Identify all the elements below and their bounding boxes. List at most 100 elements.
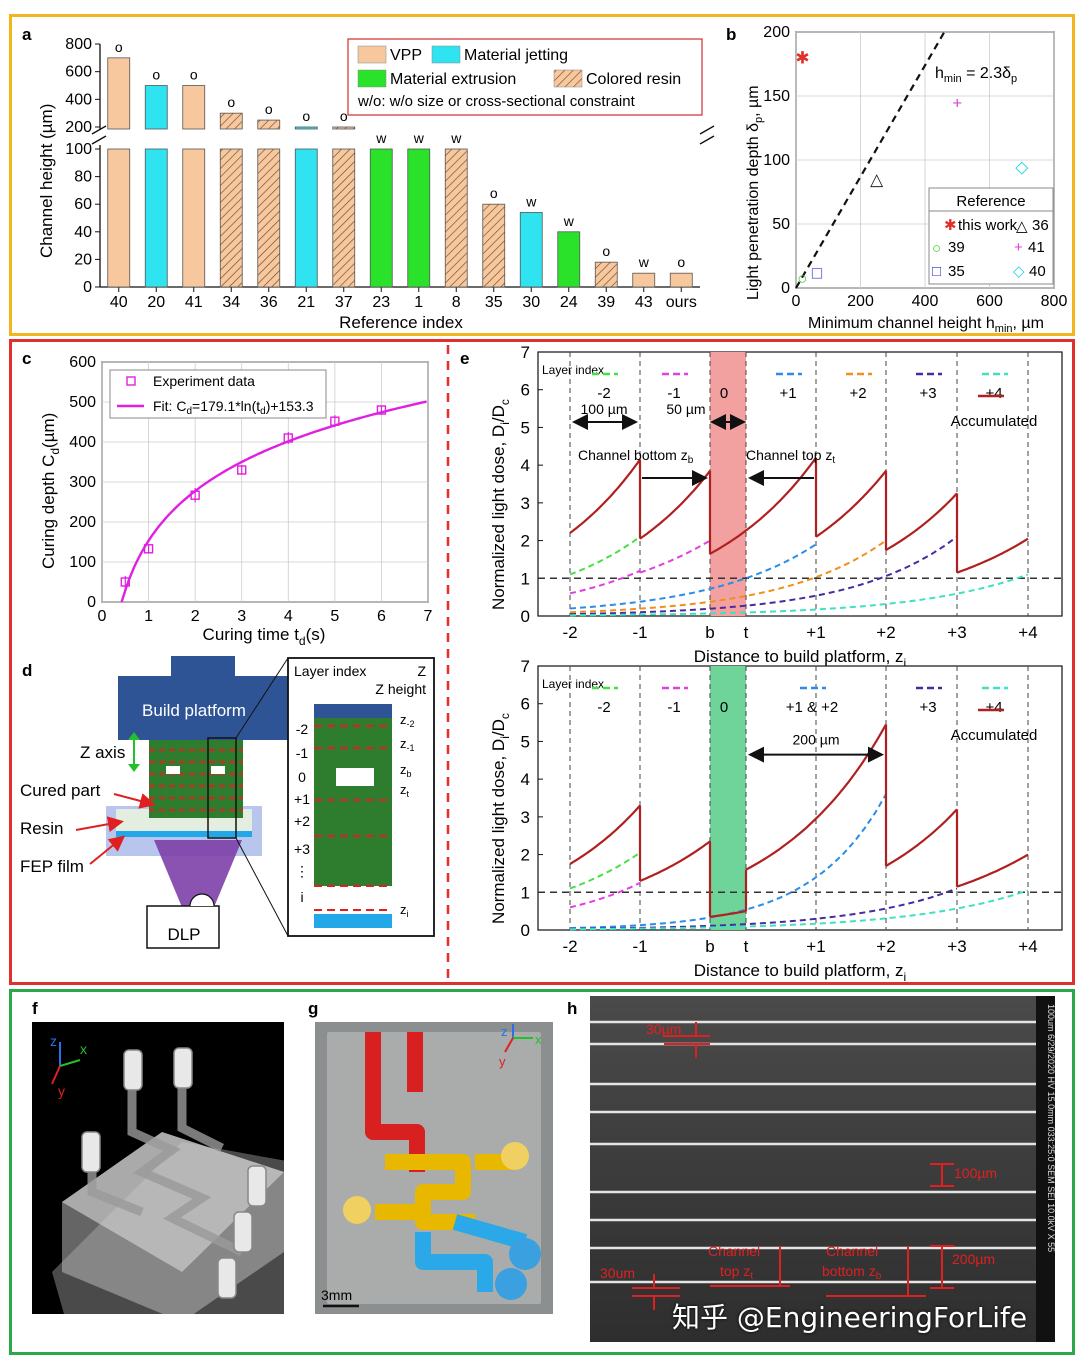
- e-x-tick: +4: [1018, 623, 1037, 642]
- c-data-point: [190, 490, 200, 500]
- legend-swatch-vpp: [357, 45, 387, 64]
- bar-mark: o: [190, 67, 198, 83]
- inset-z-height: Z: [417, 663, 426, 679]
- bar-upper: [107, 57, 131, 130]
- e-y-tick: 5: [521, 732, 530, 751]
- x-tick-label: 34: [222, 294, 240, 311]
- b-legend-title: Reference: [956, 193, 1025, 210]
- g-axis-z: z: [501, 1024, 508, 1039]
- e-annot-channel-top: Channel top zt: [746, 447, 835, 466]
- x-tick-label: 40: [110, 294, 128, 311]
- b-legend-square-icon: □: [932, 263, 941, 280]
- h-label-30um: 30µm: [646, 1021, 681, 1037]
- inset-layer-row: +2: [294, 813, 310, 829]
- e-y-tick: 3: [521, 808, 530, 827]
- h-label-200um: 200µm: [952, 1251, 995, 1267]
- b-legend-41: 41: [1028, 239, 1045, 256]
- e-x-tick: -1: [632, 937, 647, 956]
- e-x-tick: -2: [562, 623, 577, 642]
- inset-layer-row: i: [300, 889, 303, 905]
- inset-layer-row: +3: [294, 841, 310, 857]
- c-fit-curve: [120, 400, 427, 603]
- inset-layer-row: ⋮: [295, 863, 309, 879]
- separator: [446, 345, 450, 981]
- e-y-tick: 0: [521, 607, 530, 626]
- bar-upper: [219, 112, 243, 130]
- e-accumulated-curve: [709, 910, 747, 918]
- c-data-point: [237, 465, 247, 475]
- g-axis-y: y: [499, 1054, 506, 1069]
- bar-mark: o: [677, 254, 685, 270]
- x-tick-label: 21: [297, 294, 315, 311]
- e-x-axis-label: Distance to build platform, zi: [694, 647, 906, 670]
- g-axis-x: x: [535, 1032, 542, 1047]
- e-accumulated-curve: [885, 808, 958, 867]
- b-x-tick: 400: [912, 293, 939, 310]
- e-accumulated-curve: [885, 492, 958, 551]
- e-y-tick: 5: [521, 418, 530, 437]
- e-legend-layer: +3: [919, 385, 936, 402]
- b-point-circle: ○: [797, 269, 807, 288]
- b-y-tick: 50: [772, 216, 790, 233]
- c-x-tick: 4: [284, 608, 293, 625]
- bar-mark: w: [375, 130, 387, 146]
- e-x-tick: +4: [1018, 937, 1037, 956]
- bar: [519, 212, 543, 288]
- b-point-square: □: [812, 264, 822, 283]
- panel-label-d: d: [22, 661, 32, 680]
- f-axis-x: x: [80, 1041, 87, 1057]
- b-legend-diamond-icon: ◇: [1013, 263, 1025, 280]
- chart-e: e 0 1 2 3 4 5 6 7 -2 -1 b t +1 +2 +3 +4 Distance to buil…: [460, 343, 1063, 982]
- y-tick-label: 400: [65, 91, 92, 108]
- e-x-tick: +3: [947, 937, 966, 956]
- inset-z-height-word: Z height: [375, 681, 426, 697]
- e-legend-layer: 0: [720, 699, 728, 716]
- e-legend-layer: -1: [667, 699, 680, 716]
- e-x-tick: -1: [632, 623, 647, 642]
- photo-f: z x y: [32, 1022, 284, 1314]
- x-tick-label: 35: [485, 294, 503, 311]
- f-axis-y: y: [58, 1083, 65, 1099]
- b-annotation: hmin = 2.3δp: [935, 65, 1017, 85]
- e-x-tick: b: [705, 937, 714, 956]
- b-y-tick: 150: [763, 88, 790, 105]
- y-tick-label: 600: [65, 64, 92, 81]
- legend-note: w/o: w/o size or cross-sectional constra…: [357, 93, 636, 110]
- e-layer-index-label: Layer index: [542, 363, 604, 377]
- x-tick-label: 23: [372, 294, 390, 311]
- legend-swatch-jet: [431, 45, 461, 64]
- e-y-tick: 4: [521, 770, 530, 789]
- c-y-tick: 100: [69, 554, 96, 571]
- bar-mark: o: [340, 108, 348, 124]
- legend-jet: Material jetting: [464, 47, 568, 64]
- bar: [144, 148, 168, 288]
- e-legend-layer: +4: [985, 699, 1002, 716]
- panel-label-f-wrap: f: [32, 999, 38, 1018]
- cured-part: [149, 740, 243, 818]
- e-x-tick: +3: [947, 623, 966, 642]
- legend-hatch: Colored resin: [586, 71, 681, 88]
- z-axis-label: Z axis: [80, 743, 125, 762]
- bar: [369, 148, 393, 288]
- c-legend-square-icon: [126, 376, 136, 386]
- build-platform-label: Build platform: [142, 701, 246, 720]
- e-x-tick: +1: [806, 937, 825, 956]
- inset-z-row: zi: [400, 902, 409, 919]
- f-axis-z: z: [50, 1033, 57, 1049]
- y-tick-label: 800: [65, 36, 92, 53]
- e-accumulated-curve: [709, 456, 817, 555]
- b-point-plus: +: [952, 93, 962, 112]
- e-legend-layer: +2: [849, 385, 866, 402]
- x-tick-label: 24: [560, 294, 578, 311]
- inset-layer-index: Layer index: [294, 663, 366, 679]
- fep-film-label: FEP film: [20, 857, 84, 876]
- x-tick-label: 30: [522, 294, 540, 311]
- e-layer-curve: [569, 889, 1029, 931]
- platform-mount: [171, 656, 235, 678]
- e-accumulated-curve: [956, 537, 1029, 574]
- e-layer-curve: [569, 543, 817, 610]
- bar-mark: o: [152, 67, 160, 83]
- e-x-tick: +2: [876, 623, 895, 642]
- bar-mark: w: [563, 213, 575, 229]
- b-point-star: ✱: [795, 49, 809, 68]
